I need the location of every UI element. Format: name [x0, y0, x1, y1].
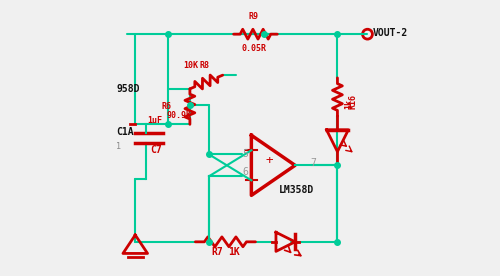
- Text: LM358D: LM358D: [278, 185, 314, 195]
- Text: 958D: 958D: [116, 84, 140, 94]
- Text: VOUT-2: VOUT-2: [373, 28, 408, 38]
- Text: 0.05R: 0.05R: [242, 44, 267, 52]
- Text: C1A: C1A: [116, 127, 134, 137]
- Text: 1k: 1k: [344, 99, 354, 108]
- Text: 7: 7: [310, 158, 316, 168]
- Text: R8: R8: [200, 61, 209, 70]
- Text: 6: 6: [242, 167, 248, 177]
- Text: R6: R6: [161, 102, 171, 111]
- Text: 5: 5: [242, 148, 248, 159]
- Text: 1uF: 1uF: [148, 116, 162, 125]
- Text: 90.9K: 90.9K: [166, 110, 192, 120]
- Text: R7: R7: [212, 248, 224, 258]
- Text: R16: R16: [348, 94, 358, 108]
- Text: R9: R9: [248, 12, 258, 21]
- Text: 1: 1: [116, 142, 121, 151]
- Text: 1K: 1K: [228, 248, 240, 258]
- Text: 10K: 10K: [183, 61, 198, 70]
- Text: C7: C7: [150, 145, 162, 155]
- Text: +: +: [265, 154, 272, 167]
